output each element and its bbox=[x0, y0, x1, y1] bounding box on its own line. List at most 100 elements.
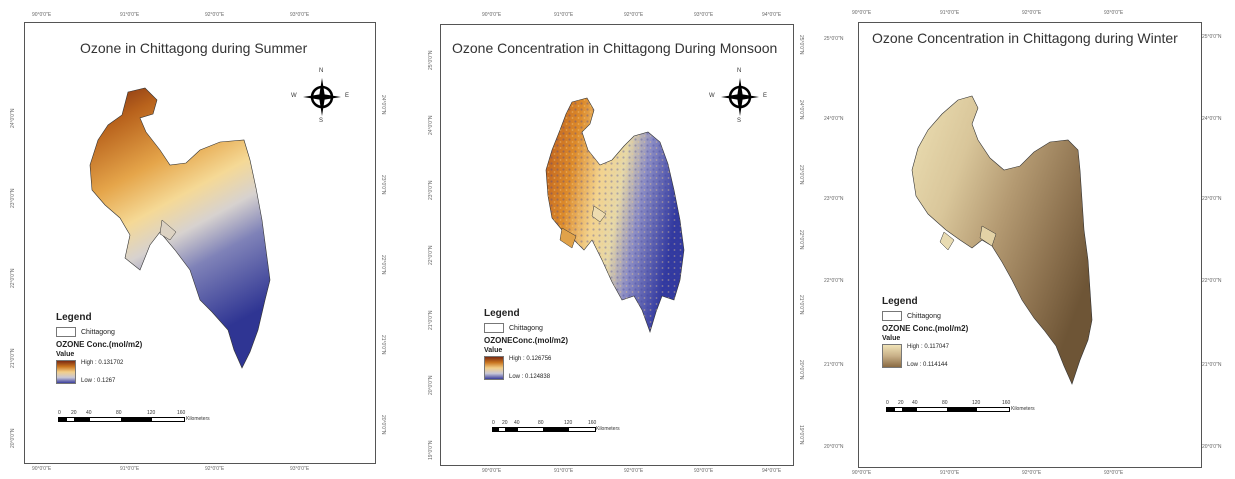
legend-boundary-row: Chittagong bbox=[484, 323, 644, 333]
boundary-swatch bbox=[882, 311, 902, 321]
top-tick: 91°0'0"E bbox=[120, 12, 140, 18]
south-label: S bbox=[319, 118, 324, 124]
south-label: S bbox=[737, 118, 742, 124]
boundary-swatch bbox=[56, 327, 76, 337]
legend-high: High : 0.131702 bbox=[81, 360, 124, 366]
right-tick: 23°0'0"N bbox=[1202, 196, 1222, 202]
north-label: N bbox=[737, 68, 742, 74]
right-tick: 22°0'0"N bbox=[1202, 278, 1222, 284]
top-tick: 92°0'0"E bbox=[205, 12, 225, 18]
west-label: W bbox=[709, 93, 715, 99]
legend-boundary-row: Chittagong bbox=[882, 311, 1042, 321]
legend-high: High : 0.126756 bbox=[509, 356, 552, 362]
scale-unit: Kilometers bbox=[1011, 406, 1035, 412]
scale-unit: Kilometers bbox=[596, 426, 620, 432]
left-tick: 24°0'0"N bbox=[824, 116, 844, 122]
top-tick: 92°0'0"E bbox=[1022, 10, 1042, 16]
scale-label: 80 bbox=[116, 410, 122, 416]
scale-label: 20 bbox=[898, 400, 904, 406]
top-tick: 91°0'0"E bbox=[554, 12, 574, 18]
left-tick: 20°0'0"N bbox=[824, 444, 844, 450]
scale-bar: 0 20 40 80 120 160 Kilometers bbox=[492, 420, 622, 432]
bottom-tick: 93°0'0"E bbox=[694, 468, 714, 474]
right-tick: 20°0'0"N bbox=[1202, 444, 1222, 450]
scale-label: 0 bbox=[492, 420, 495, 426]
east-label: E bbox=[345, 93, 350, 99]
legend-ramp-row: High : 0.131702 Low : 0.1267 bbox=[56, 360, 216, 384]
scale-label: 160 bbox=[588, 420, 597, 426]
bottom-tick: 92°0'0"E bbox=[624, 468, 644, 474]
boundary-label: Chittagong bbox=[907, 312, 941, 320]
top-tick: 90°0'0"E bbox=[482, 12, 502, 18]
bottom-tick: 93°0'0"E bbox=[290, 466, 310, 472]
right-tick: 21°0'0"N bbox=[1202, 362, 1222, 368]
boundary-label: Chittagong bbox=[509, 324, 543, 332]
scale-label: 40 bbox=[912, 400, 918, 406]
legend-low: Low : 0.124838 bbox=[509, 374, 551, 380]
color-ramp bbox=[56, 360, 76, 384]
scale-label: 160 bbox=[177, 410, 186, 416]
map-panel-summer: 90°0'0"E 91°0'0"E 92°0'0"E 93°0'0"E 90°0… bbox=[0, 0, 400, 479]
chittagong-region bbox=[89, 87, 271, 369]
map-legend: Legend Chittagong OZONEConc.(mol/m2) Val… bbox=[484, 308, 644, 380]
scale-label: 40 bbox=[514, 420, 520, 426]
north-arrow: N S W E bbox=[709, 66, 768, 126]
top-tick: 92°0'0"E bbox=[624, 12, 644, 18]
legend-value-label: Value bbox=[484, 347, 503, 354]
map-legend: Legend Chittagong OZONE Conc.(mol/m2) Va… bbox=[882, 296, 1042, 368]
scale-unit: Kilometers bbox=[186, 416, 210, 422]
bottom-tick: 92°0'0"E bbox=[1022, 470, 1042, 476]
top-tick: 90°0'0"E bbox=[852, 10, 872, 16]
chittagong-region bbox=[911, 95, 1093, 385]
legend-value-label: Value bbox=[882, 335, 901, 342]
top-tick: 93°0'0"E bbox=[1104, 10, 1124, 16]
map-title: Ozone Concentration in Chittagong During… bbox=[452, 40, 778, 56]
map-title: Ozone in Chittagong during Summer bbox=[80, 40, 308, 56]
scale-label: 80 bbox=[538, 420, 544, 426]
scale-label: 80 bbox=[942, 400, 948, 406]
scale-bar: 0 20 40 80 120 160 Kilometers bbox=[886, 400, 1036, 412]
legend-ramp-row: High : 0.117047 Low : 0.114144 bbox=[882, 344, 1042, 368]
left-tick: 23°0'0"N bbox=[824, 196, 844, 202]
compass-icon bbox=[303, 78, 341, 116]
top-tick: 90°0'0"E bbox=[32, 12, 52, 18]
north-arrow: N S W E bbox=[291, 66, 350, 126]
top-tick: 93°0'0"E bbox=[694, 12, 714, 18]
top-tick: 93°0'0"E bbox=[290, 12, 310, 18]
legend-title: Legend bbox=[484, 308, 520, 319]
chittagong-region bbox=[545, 97, 685, 333]
left-tick: 25°0'0"N bbox=[824, 36, 844, 42]
boundary-label: Chittagong bbox=[81, 328, 115, 336]
top-tick: 94°0'0"E bbox=[762, 12, 782, 18]
legend-value-label: Value bbox=[56, 351, 75, 358]
bottom-tick: 90°0'0"E bbox=[482, 468, 502, 474]
legend-low: Low : 0.114144 bbox=[907, 362, 948, 368]
scale-bar: 0 20 40 80 120 160 Kilometers bbox=[58, 410, 210, 422]
east-label: E bbox=[763, 93, 768, 99]
legend-layer-label: OZONEConc.(mol/m2) bbox=[484, 336, 569, 345]
scale-label: 0 bbox=[58, 410, 61, 416]
color-ramp bbox=[484, 356, 504, 380]
bottom-tick: 94°0'0"E bbox=[762, 468, 782, 474]
boundary-swatch bbox=[484, 323, 504, 333]
west-label: W bbox=[291, 93, 297, 99]
color-ramp bbox=[882, 344, 902, 368]
bottom-tick: 91°0'0"E bbox=[940, 470, 960, 476]
bottom-tick: 90°0'0"E bbox=[852, 470, 872, 476]
legend-layer-label: OZONE Conc.(mol/m2) bbox=[56, 340, 143, 349]
bottom-tick: 92°0'0"E bbox=[205, 466, 225, 472]
compass-icon bbox=[721, 78, 759, 116]
legend-low: Low : 0.1267 bbox=[81, 378, 116, 384]
left-tick: 22°0'0"N bbox=[824, 278, 844, 284]
legend-boundary-row: Chittagong bbox=[56, 327, 216, 337]
bottom-tick: 93°0'0"E bbox=[1104, 470, 1124, 476]
legend-title: Legend bbox=[882, 296, 918, 307]
scale-label: 20 bbox=[71, 410, 77, 416]
legend-layer-label: OZONE Conc.(mol/m2) bbox=[882, 324, 969, 333]
bottom-tick: 91°0'0"E bbox=[554, 468, 574, 474]
scale-label: 120 bbox=[147, 410, 156, 416]
map-panel-winter: 90°0'0"E 91°0'0"E 92°0'0"E 93°0'0"E 90°0… bbox=[822, 0, 1235, 479]
legend-ramp-row: High : 0.126756 Low : 0.124838 bbox=[484, 356, 644, 380]
right-tick: 25°0'0"N bbox=[1202, 34, 1222, 40]
legend-title: Legend bbox=[56, 312, 92, 323]
